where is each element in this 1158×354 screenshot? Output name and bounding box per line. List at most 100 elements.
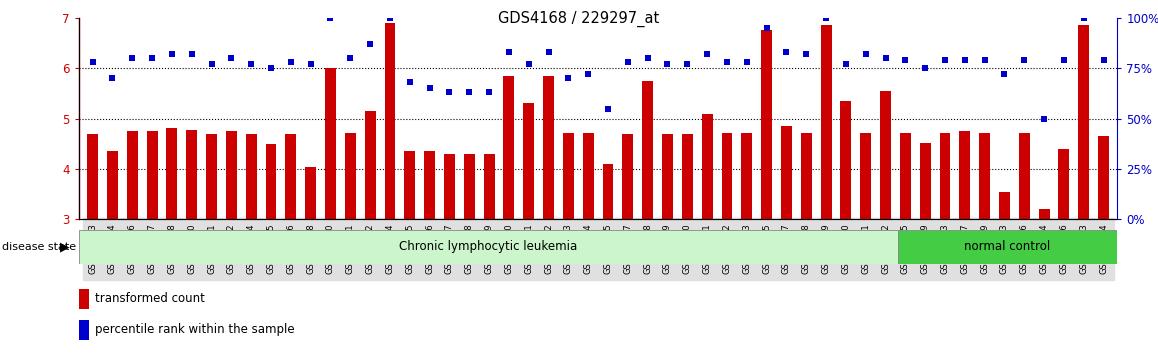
Text: ▶: ▶ xyxy=(60,240,69,253)
Point xyxy=(857,51,875,57)
Point xyxy=(1075,15,1093,21)
Point xyxy=(401,79,419,85)
Point xyxy=(162,51,181,57)
Point xyxy=(281,59,300,65)
Bar xyxy=(444,154,455,219)
Bar xyxy=(226,131,237,219)
Bar xyxy=(662,134,673,219)
Point xyxy=(757,25,776,31)
Bar xyxy=(1078,25,1090,219)
Bar xyxy=(1039,209,1049,219)
Point xyxy=(698,51,717,57)
Point xyxy=(242,61,261,67)
Text: normal control: normal control xyxy=(965,240,1050,253)
Bar xyxy=(959,131,970,219)
Point xyxy=(995,72,1013,77)
Bar xyxy=(306,166,316,219)
Point xyxy=(559,75,578,81)
Bar xyxy=(780,126,792,219)
Bar xyxy=(980,133,990,219)
Point xyxy=(321,15,339,21)
Bar xyxy=(602,164,614,219)
Text: percentile rank within the sample: percentile rank within the sample xyxy=(95,323,294,336)
Bar xyxy=(543,76,554,219)
Bar xyxy=(245,134,257,219)
Bar xyxy=(206,134,217,219)
Bar xyxy=(147,131,157,219)
Bar xyxy=(761,30,772,219)
Bar xyxy=(1098,136,1109,219)
Bar xyxy=(79,320,89,340)
Point xyxy=(1094,57,1113,63)
Point xyxy=(599,105,617,111)
Bar xyxy=(265,144,277,219)
Bar xyxy=(345,133,356,219)
Bar xyxy=(702,114,712,219)
Bar xyxy=(801,133,812,219)
Point xyxy=(896,57,915,63)
Bar xyxy=(404,152,416,219)
Bar xyxy=(424,152,435,219)
Text: Chronic lymphocytic leukemia: Chronic lymphocytic leukemia xyxy=(400,240,578,253)
Point xyxy=(540,49,558,55)
Point xyxy=(301,61,320,67)
Bar xyxy=(900,133,911,219)
Bar xyxy=(127,131,138,219)
Point xyxy=(479,90,498,95)
Point xyxy=(460,90,478,95)
Point xyxy=(203,61,221,67)
Bar xyxy=(107,152,118,219)
Bar xyxy=(186,130,197,219)
Bar xyxy=(1058,149,1069,219)
Point xyxy=(797,51,815,57)
Bar xyxy=(167,128,177,219)
Bar xyxy=(365,111,375,219)
Bar xyxy=(79,289,89,309)
Bar xyxy=(880,91,891,219)
Bar xyxy=(821,25,831,219)
Point xyxy=(123,55,141,61)
Point xyxy=(579,72,598,77)
Point xyxy=(916,65,935,71)
Point xyxy=(183,51,201,57)
Bar xyxy=(504,76,514,219)
Bar xyxy=(285,134,296,219)
Bar xyxy=(325,68,336,219)
Text: GDS4168 / 229297_at: GDS4168 / 229297_at xyxy=(498,11,660,27)
Point xyxy=(361,41,380,47)
Point xyxy=(836,61,855,67)
Point xyxy=(679,61,697,67)
Bar xyxy=(919,143,931,219)
Point xyxy=(877,55,895,61)
Bar xyxy=(897,230,1117,264)
Point xyxy=(738,59,756,65)
Point xyxy=(936,57,954,63)
Bar xyxy=(1019,133,1029,219)
Bar xyxy=(384,23,395,219)
Point xyxy=(83,59,102,65)
Point xyxy=(381,15,400,21)
Bar xyxy=(999,192,1010,219)
Bar xyxy=(622,134,633,219)
Bar xyxy=(643,81,653,219)
Point xyxy=(777,49,796,55)
Point xyxy=(440,90,459,95)
Point xyxy=(142,55,161,61)
Bar xyxy=(523,103,534,219)
Point xyxy=(222,55,241,61)
Point xyxy=(658,61,676,67)
Point xyxy=(955,57,974,63)
Bar xyxy=(582,133,594,219)
Bar xyxy=(484,154,494,219)
Point xyxy=(618,59,637,65)
Point xyxy=(718,59,736,65)
Point xyxy=(816,15,835,21)
Point xyxy=(638,55,657,61)
Point xyxy=(1035,116,1054,121)
Point xyxy=(103,75,122,81)
Point xyxy=(1016,57,1034,63)
Point xyxy=(520,61,538,67)
Bar xyxy=(939,133,951,219)
Point xyxy=(975,57,994,63)
Bar xyxy=(563,133,574,219)
